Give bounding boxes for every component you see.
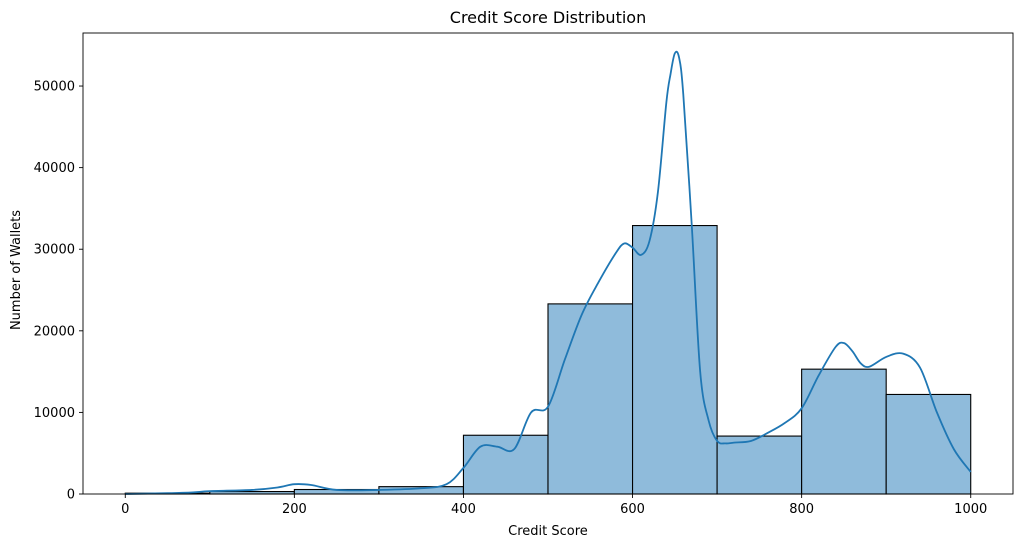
y-axis: 0 10000 20000 30000 40000 50000 [34,80,83,503]
y-tick-label-3: 30000 [34,243,75,258]
y-tick-label-2: 20000 [34,324,75,339]
histogram-bar-4 [462,434,549,495]
histogram-bar-8 [801,368,887,495]
x-tick-label-1: 200 [282,502,307,517]
kde-line [125,50,972,495]
x-tick-label-4: 800 [789,502,814,517]
chart-title: Credit Score Distribution [450,8,646,27]
x-axis: 0 200 400 600 800 1000 [121,494,987,517]
x-tick-label-3: 600 [620,502,645,517]
x-tick-label-5: 1000 [954,502,987,517]
kde-layer [125,50,972,495]
histogram-bar-7 [716,435,803,495]
y-tick-label-0: 0 [67,488,75,503]
histogram-bar-9 [885,393,972,495]
y-tick-label-1: 10000 [34,406,75,421]
x-axis-label: Credit Score [508,524,588,539]
x-tick-label-2: 400 [451,502,476,517]
histogram-bar-5 [547,303,634,495]
x-tick-label-0: 0 [121,502,129,517]
plot-frame [82,32,1014,495]
y-axis-label: Number of Wallets [9,210,24,330]
bars-layer [124,225,972,495]
y-tick-label-4: 40000 [34,161,75,176]
histogram-bar-6 [631,225,718,495]
y-tick-label-5: 50000 [34,80,75,95]
